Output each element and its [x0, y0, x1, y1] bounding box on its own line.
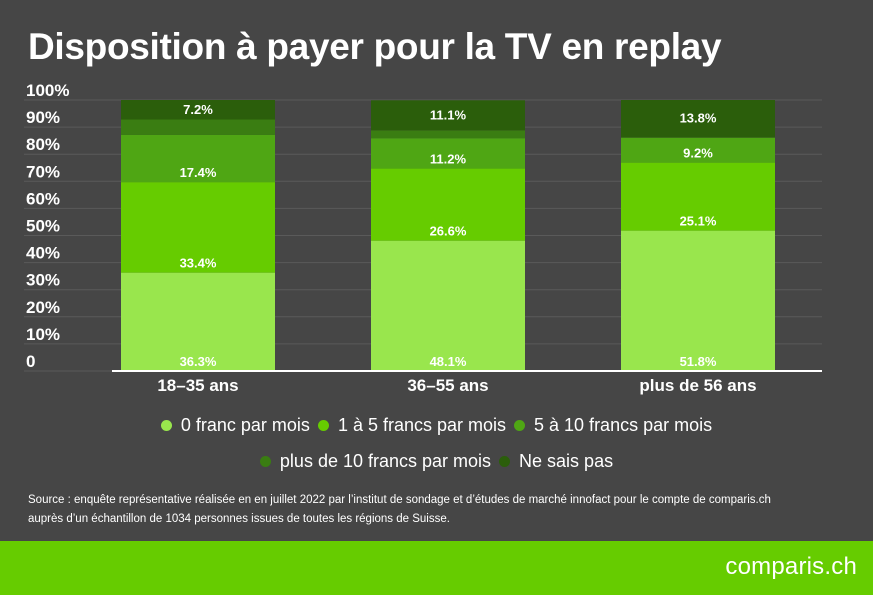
- bar-segment: [121, 119, 275, 135]
- bar-segment: [121, 134, 275, 183]
- legend-item: 1 à 5 francs par mois: [317, 415, 507, 436]
- legend-item: plus de 10 francs par mois: [259, 451, 492, 472]
- y-tick-label: 10%: [26, 325, 60, 344]
- data-label: 51.8%: [680, 354, 717, 369]
- stacked-bar-chart: 0 10% 20% 30% 40% 50% 60% 70% 80% 90% 100% 36.3% 33.…: [24, 81, 822, 395]
- source-line-2: auprès d’un échantillon de 1034 personne…: [28, 513, 450, 525]
- y-tick-label: 80%: [26, 135, 60, 154]
- footer-bar: comparis.ch: [0, 541, 873, 595]
- bar-segment: [371, 138, 525, 169]
- chart-title: Disposition à payer pour la TV en replay: [28, 26, 722, 67]
- data-label: 36.3%: [180, 354, 217, 369]
- data-label: 26.6%: [430, 224, 467, 239]
- brand-logo: comparis.ch: [725, 553, 857, 580]
- bar-segment: [371, 130, 525, 139]
- y-tick-label: 50%: [26, 217, 60, 236]
- y-tick-label: 0: [26, 352, 35, 371]
- data-label: 48.1%: [430, 354, 467, 369]
- y-tick-label: 90%: [26, 108, 60, 127]
- y-tick-label: 30%: [26, 271, 60, 290]
- legend-swatch: [160, 420, 172, 431]
- y-tick-label: 70%: [26, 162, 60, 181]
- legend-item: 0 franc par mois: [160, 415, 310, 436]
- legend-row-1: 0 franc par mois 1 à 5 francs par mois 5 à…: [0, 415, 873, 436]
- legend-label: 0 franc par mois: [180, 415, 310, 435]
- bar-segment: [121, 100, 275, 120]
- legend-swatch: [317, 420, 329, 431]
- data-label: 33.4%: [180, 256, 217, 271]
- bar-segment: [371, 100, 525, 131]
- legend-row-2: plus de 10 francs par mois Ne sais pas: [0, 451, 873, 472]
- source-line-1: Source : enquête représentative réalisée…: [28, 494, 771, 506]
- x-tick-label: 36–55 ans: [407, 376, 488, 395]
- y-tick-label: 40%: [26, 244, 60, 263]
- y-tick-label: 60%: [26, 189, 60, 208]
- data-label: 25.1%: [680, 214, 717, 229]
- x-tick-label: 18–35 ans: [157, 376, 238, 395]
- data-label: 11.1%: [430, 107, 467, 122]
- legend-swatch: [499, 456, 511, 467]
- bar-segment: [121, 272, 275, 371]
- bar-segment: [121, 182, 275, 273]
- y-tick-label: 100%: [26, 81, 69, 100]
- legend-item: 5 à 10 francs par mois: [514, 415, 712, 436]
- data-label: 11.2%: [430, 152, 467, 167]
- data-label: 17.4%: [180, 165, 217, 180]
- legend-swatch: [514, 420, 526, 431]
- bar-segment: [621, 100, 775, 138]
- bar-segment: [371, 240, 525, 371]
- bar-segment: [621, 137, 775, 163]
- legend-swatch: [259, 456, 271, 467]
- bar-segment: [371, 168, 525, 241]
- data-label: 7.2%: [183, 102, 213, 117]
- legend-label: 5 à 10 francs par mois: [534, 415, 713, 435]
- x-tick-label: plus de 56 ans: [639, 376, 756, 395]
- y-tick-label: 20%: [26, 298, 60, 317]
- source-note: Source : enquête représentative réalisée…: [28, 491, 858, 529]
- legend-item: Ne sais pas: [499, 451, 613, 472]
- legend-label: Ne sais pas: [519, 451, 614, 471]
- legend-label: 1 à 5 francs par mois: [337, 415, 507, 435]
- bar-segment: [621, 230, 775, 371]
- bar-segment: [621, 162, 775, 231]
- data-label: 9.2%: [683, 146, 713, 161]
- data-label: 13.8%: [680, 111, 717, 126]
- legend-label: plus de 10 francs par mois: [279, 451, 492, 471]
